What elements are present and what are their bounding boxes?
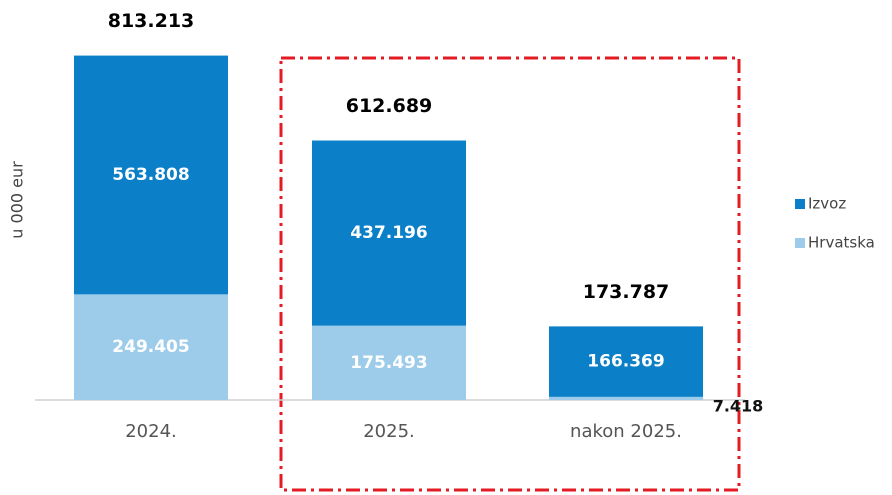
- legend-label: Hrvatska: [808, 234, 875, 252]
- value-label: 166.369: [587, 352, 664, 372]
- bar-segment: [74, 294, 228, 400]
- value-label: 437.196: [350, 223, 427, 243]
- bar-segment: [549, 396, 703, 400]
- bar-segment: [312, 140, 466, 326]
- total-label: 173.787: [583, 281, 670, 303]
- value-label: 175.493: [350, 353, 427, 373]
- x-tick-label: 2024.: [125, 421, 177, 442]
- x-tick-label: nakon 2025.: [570, 421, 682, 442]
- legend-label: Izvoz: [808, 195, 846, 213]
- total-label: 813.213: [108, 10, 195, 32]
- bar-segment: [74, 55, 228, 295]
- legend-swatch: [795, 199, 805, 209]
- legend-swatch: [795, 238, 805, 248]
- y-axis-label: u 000 eur: [8, 161, 27, 239]
- total-label: 612.689: [346, 95, 433, 117]
- x-tick-label: 2025.: [363, 421, 415, 442]
- highlight-box: [279, 56, 741, 492]
- bar-segment: [549, 326, 703, 397]
- value-label: 7.418: [713, 397, 764, 416]
- value-label: 249.405: [112, 337, 189, 357]
- value-label: 563.808: [112, 165, 189, 185]
- bar-segment: [312, 325, 466, 400]
